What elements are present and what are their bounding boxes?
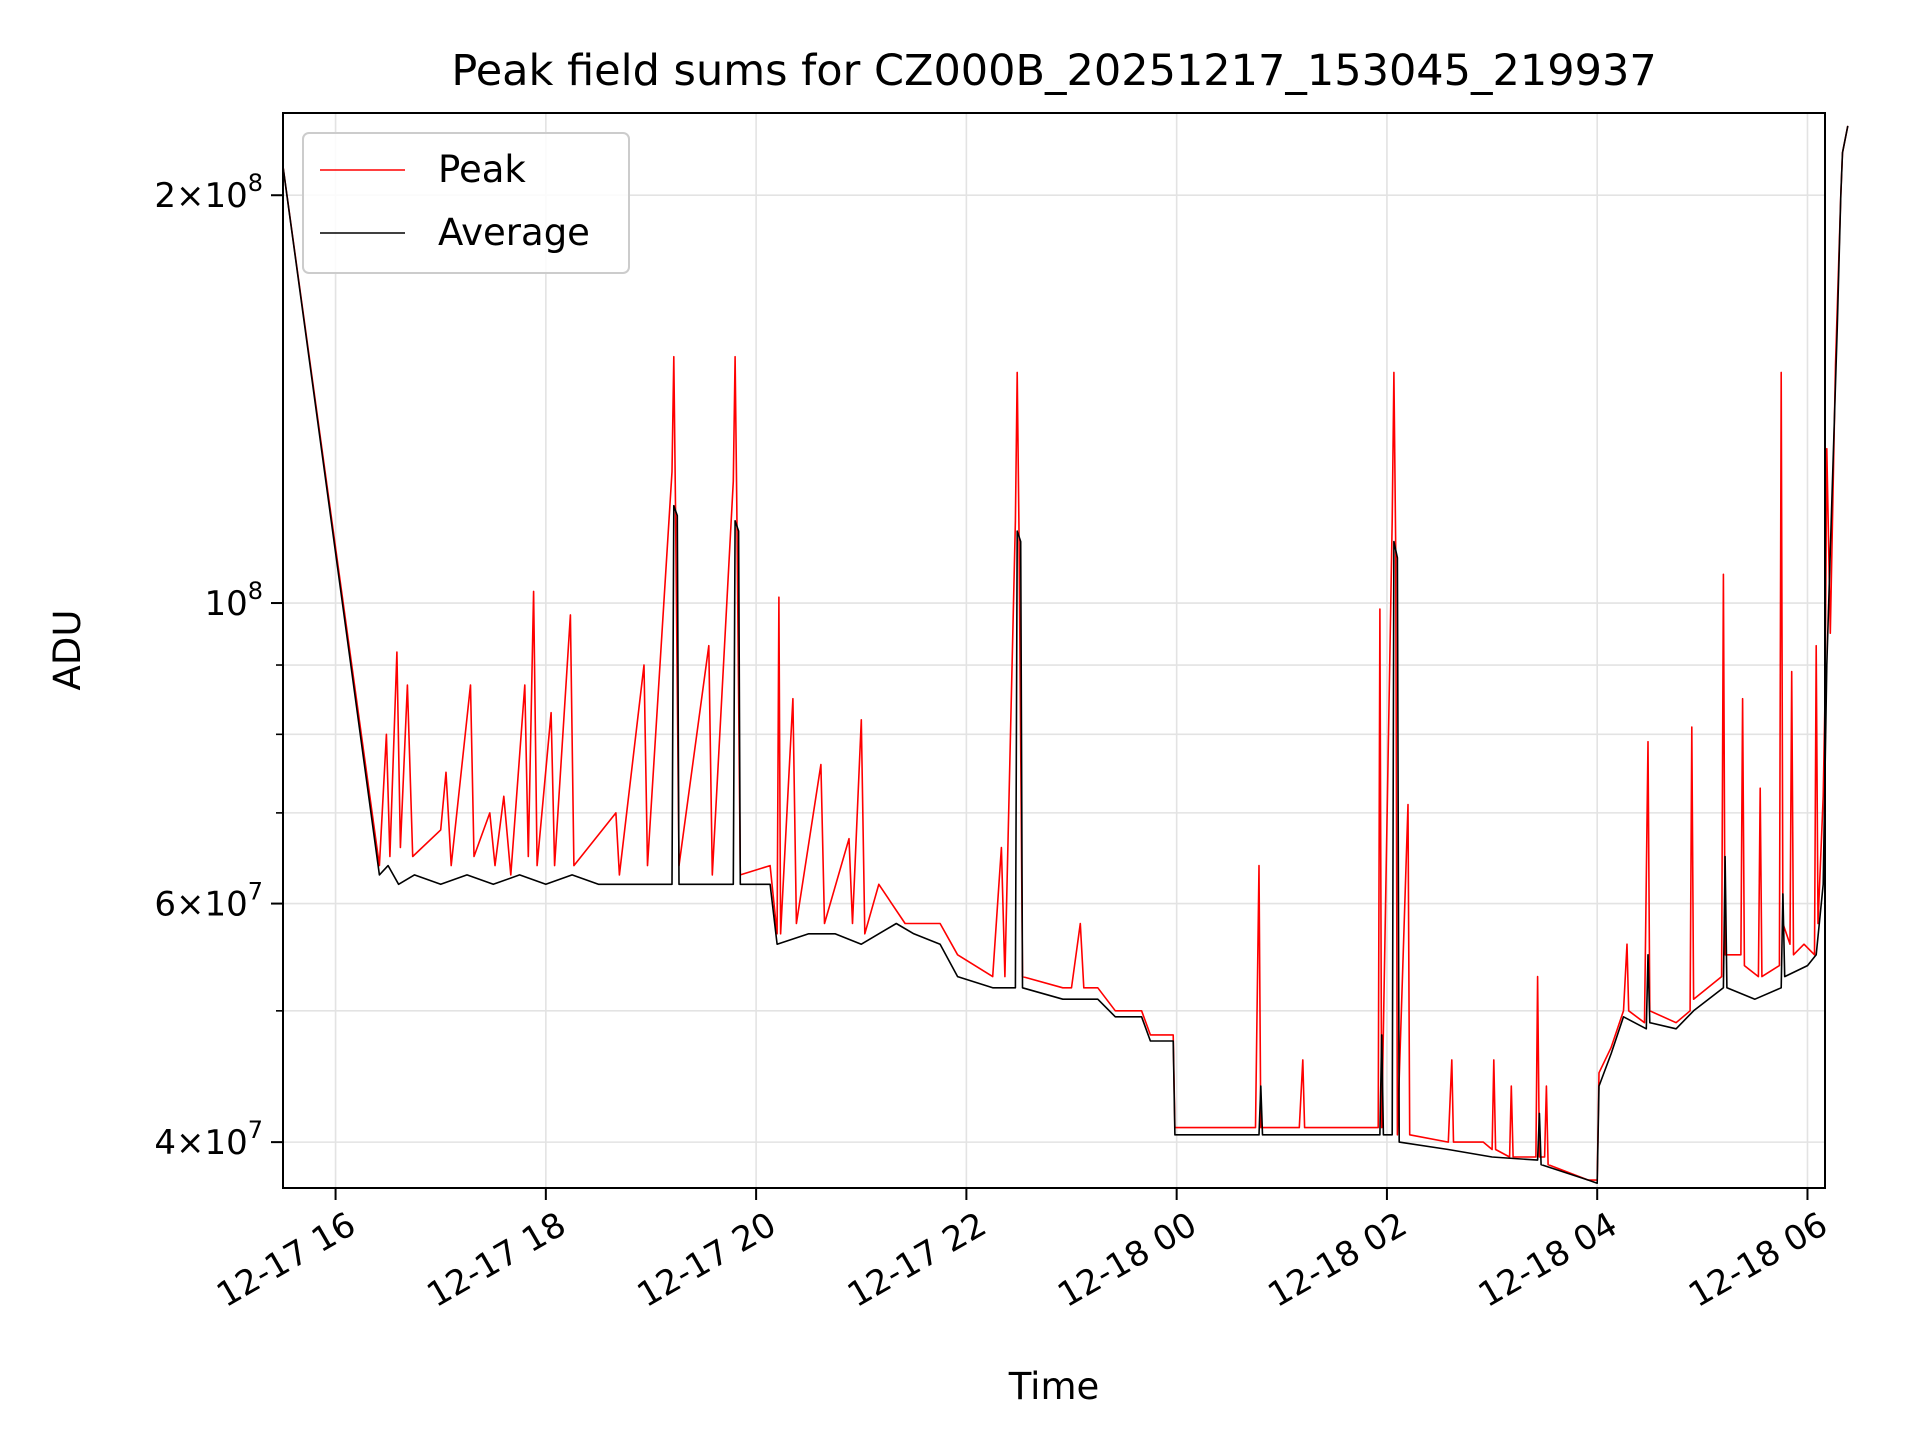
legend-label-peak: Peak bbox=[438, 148, 526, 191]
legend-label-average: Average bbox=[438, 211, 590, 254]
y-tick-label: 2×108 bbox=[154, 169, 263, 216]
x-axis-label: Time bbox=[1008, 1365, 1100, 1408]
y-tick-label: 6×107 bbox=[154, 878, 263, 925]
y-tick-label: 4×107 bbox=[154, 1116, 263, 1163]
chart-title: Peak field sums for CZ000B_20251217_1530… bbox=[451, 46, 1656, 96]
y-axis-label: ADU bbox=[46, 610, 89, 691]
legend: Peak Average bbox=[303, 133, 629, 273]
